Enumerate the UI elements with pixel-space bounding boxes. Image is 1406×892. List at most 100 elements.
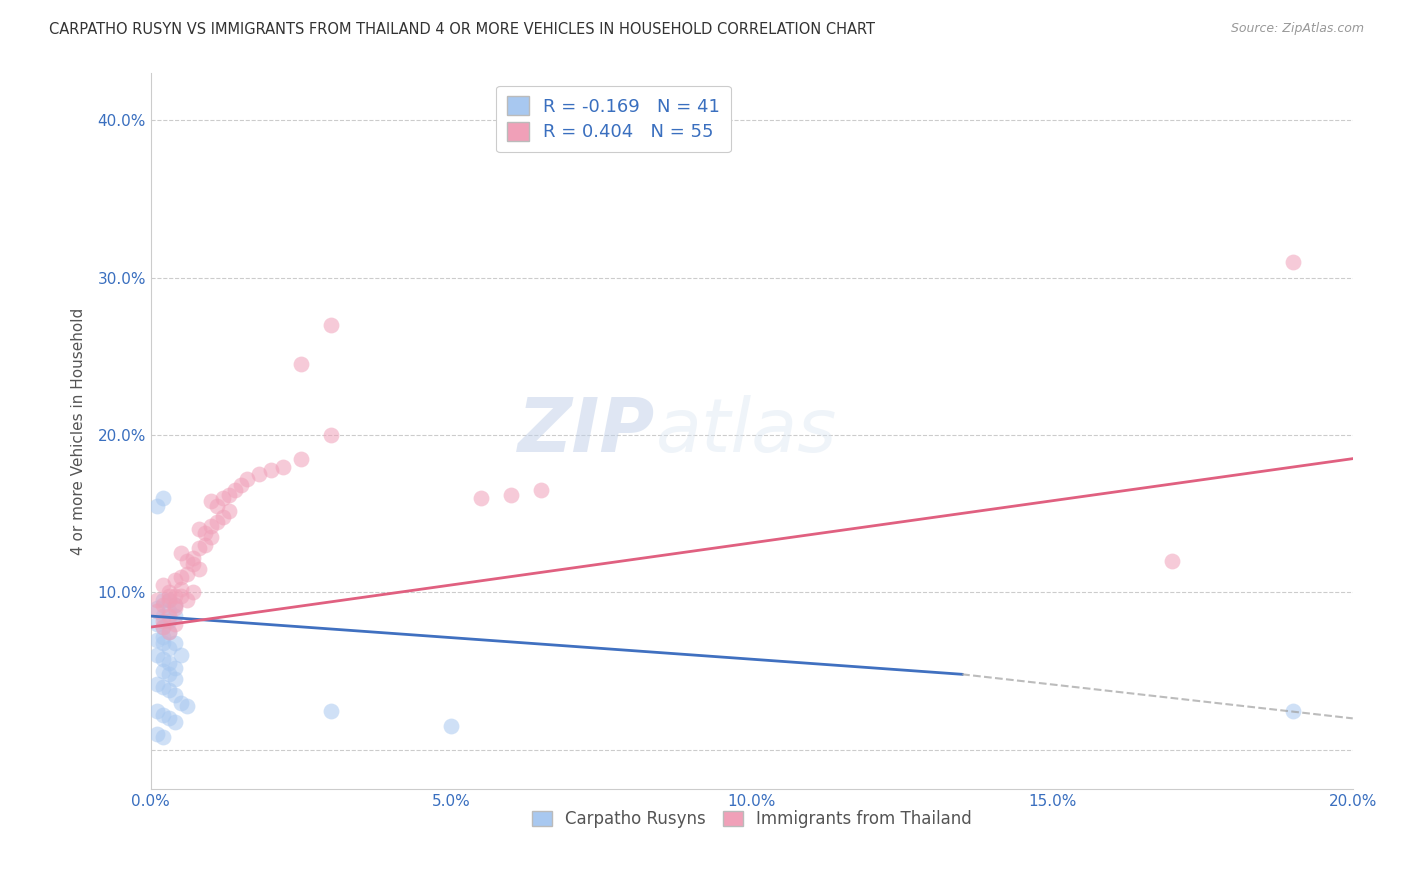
- Point: [319, 318, 342, 332]
- Point: [236, 472, 259, 486]
- Point: [176, 698, 198, 713]
- Point: [187, 541, 209, 556]
- Point: [152, 577, 174, 591]
- Point: [194, 538, 217, 552]
- Point: [1161, 554, 1184, 568]
- Point: [319, 704, 342, 718]
- Point: [218, 503, 240, 517]
- Point: [152, 614, 174, 628]
- Point: [163, 672, 186, 686]
- Point: [163, 688, 186, 702]
- Point: [145, 616, 167, 631]
- Point: [319, 428, 342, 442]
- Point: [211, 491, 233, 505]
- Point: [157, 585, 180, 599]
- Point: [152, 651, 174, 665]
- Point: [211, 509, 233, 524]
- Point: [152, 620, 174, 634]
- Point: [181, 557, 204, 571]
- Text: ZIP: ZIP: [519, 394, 655, 467]
- Point: [157, 624, 180, 639]
- Point: [157, 624, 180, 639]
- Point: [176, 554, 198, 568]
- Point: [152, 598, 174, 612]
- Point: [187, 562, 209, 576]
- Text: atlas: atlas: [655, 395, 837, 467]
- Point: [181, 585, 204, 599]
- Point: [163, 609, 186, 624]
- Point: [145, 704, 167, 718]
- Point: [176, 566, 198, 581]
- Point: [145, 601, 167, 615]
- Point: [163, 573, 186, 587]
- Point: [247, 467, 270, 482]
- Point: [163, 616, 186, 631]
- Point: [145, 499, 167, 513]
- Point: [157, 589, 180, 603]
- Point: [152, 636, 174, 650]
- Point: [260, 463, 283, 477]
- Point: [152, 593, 174, 607]
- Point: [205, 499, 228, 513]
- Point: [187, 523, 209, 537]
- Point: [163, 661, 186, 675]
- Point: [145, 727, 167, 741]
- Point: [170, 696, 193, 710]
- Point: [145, 593, 167, 607]
- Point: [1281, 255, 1303, 269]
- Point: [176, 593, 198, 607]
- Point: [157, 683, 180, 698]
- Point: [157, 657, 180, 671]
- Text: Source: ZipAtlas.com: Source: ZipAtlas.com: [1230, 22, 1364, 36]
- Point: [224, 483, 246, 497]
- Point: [163, 714, 186, 729]
- Point: [152, 630, 174, 644]
- Point: [152, 609, 174, 624]
- Point: [290, 357, 312, 371]
- Point: [152, 708, 174, 723]
- Point: [470, 491, 492, 505]
- Point: [157, 604, 180, 618]
- Point: [170, 589, 193, 603]
- Point: [145, 677, 167, 691]
- Point: [163, 636, 186, 650]
- Point: [157, 593, 180, 607]
- Point: [170, 546, 193, 560]
- Point: [205, 515, 228, 529]
- Point: [157, 711, 180, 725]
- Point: [152, 620, 174, 634]
- Point: [181, 550, 204, 565]
- Point: [145, 632, 167, 647]
- Point: [157, 640, 180, 655]
- Point: [152, 731, 174, 745]
- Point: [229, 478, 252, 492]
- Point: [271, 459, 294, 474]
- Point: [157, 614, 180, 628]
- Y-axis label: 4 or more Vehicles in Household: 4 or more Vehicles in Household: [72, 308, 86, 555]
- Point: [200, 519, 222, 533]
- Point: [157, 667, 180, 681]
- Point: [145, 648, 167, 663]
- Legend: Carpatho Rusyns, Immigrants from Thailand: Carpatho Rusyns, Immigrants from Thailan…: [526, 804, 979, 835]
- Point: [170, 582, 193, 597]
- Point: [152, 491, 174, 505]
- Point: [170, 570, 193, 584]
- Point: [530, 483, 553, 497]
- Point: [440, 719, 463, 733]
- Point: [200, 530, 222, 544]
- Text: CARPATHO RUSYN VS IMMIGRANTS FROM THAILAND 4 OR MORE VEHICLES IN HOUSEHOLD CORRE: CARPATHO RUSYN VS IMMIGRANTS FROM THAILA…: [49, 22, 875, 37]
- Point: [157, 593, 180, 607]
- Point: [194, 525, 217, 540]
- Point: [163, 598, 186, 612]
- Point: [200, 494, 222, 508]
- Point: [163, 598, 186, 612]
- Point: [290, 451, 312, 466]
- Point: [163, 589, 186, 603]
- Point: [145, 604, 167, 618]
- Point: [170, 648, 193, 663]
- Point: [218, 488, 240, 502]
- Point: [157, 609, 180, 624]
- Point: [152, 680, 174, 694]
- Point: [152, 664, 174, 678]
- Point: [163, 601, 186, 615]
